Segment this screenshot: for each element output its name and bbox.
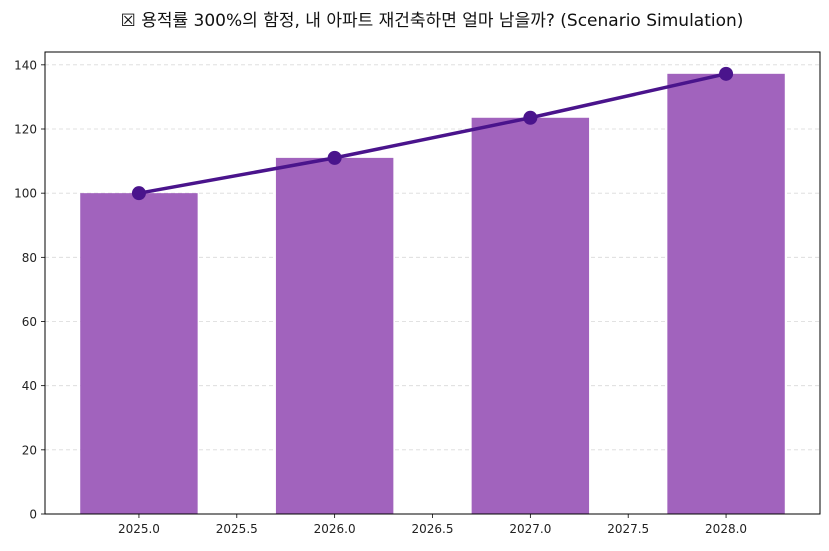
line-marker <box>327 150 342 165</box>
y-tick-label: 100 <box>14 187 37 201</box>
y-tick-label: 20 <box>22 443 37 457</box>
plot-frame <box>44 51 821 515</box>
bar <box>275 157 394 514</box>
line-series <box>131 66 734 201</box>
x-tick-label: 2025.5 <box>216 522 258 536</box>
y-tick-label: 60 <box>22 315 37 329</box>
line-marker <box>719 66 734 81</box>
x-tick-label: 2026.0 <box>314 522 356 536</box>
bar <box>80 193 198 514</box>
line-marker <box>523 110 538 125</box>
x-tick-label: 2025.0 <box>118 522 160 536</box>
line-marker <box>131 186 146 201</box>
y-tick-label: 40 <box>22 379 37 393</box>
bar <box>471 117 590 514</box>
y-tick-label: 120 <box>14 123 37 137</box>
axes: 0 20 40 60 80 100 120 140 2025.0 2025.5 2026.0 2026… <box>14 51 821 536</box>
x-tick-label: 2027.0 <box>509 522 551 536</box>
y-tick-label: 140 <box>14 58 37 72</box>
x-tick-label: 2027.5 <box>607 522 649 536</box>
line-path <box>138 72 727 195</box>
y-tick-label: 0 <box>29 508 37 522</box>
x-tick-label: 2026.5 <box>412 522 454 536</box>
bars <box>80 73 785 515</box>
chart-title: ☒ 용적률 300%의 함정, 내 아파트 재건축하면 얼마 남을까? (Sce… <box>121 11 744 31</box>
bar <box>667 73 785 515</box>
y-tick-label: 80 <box>22 251 37 265</box>
x-tick-label: 2028.0 <box>705 522 747 536</box>
